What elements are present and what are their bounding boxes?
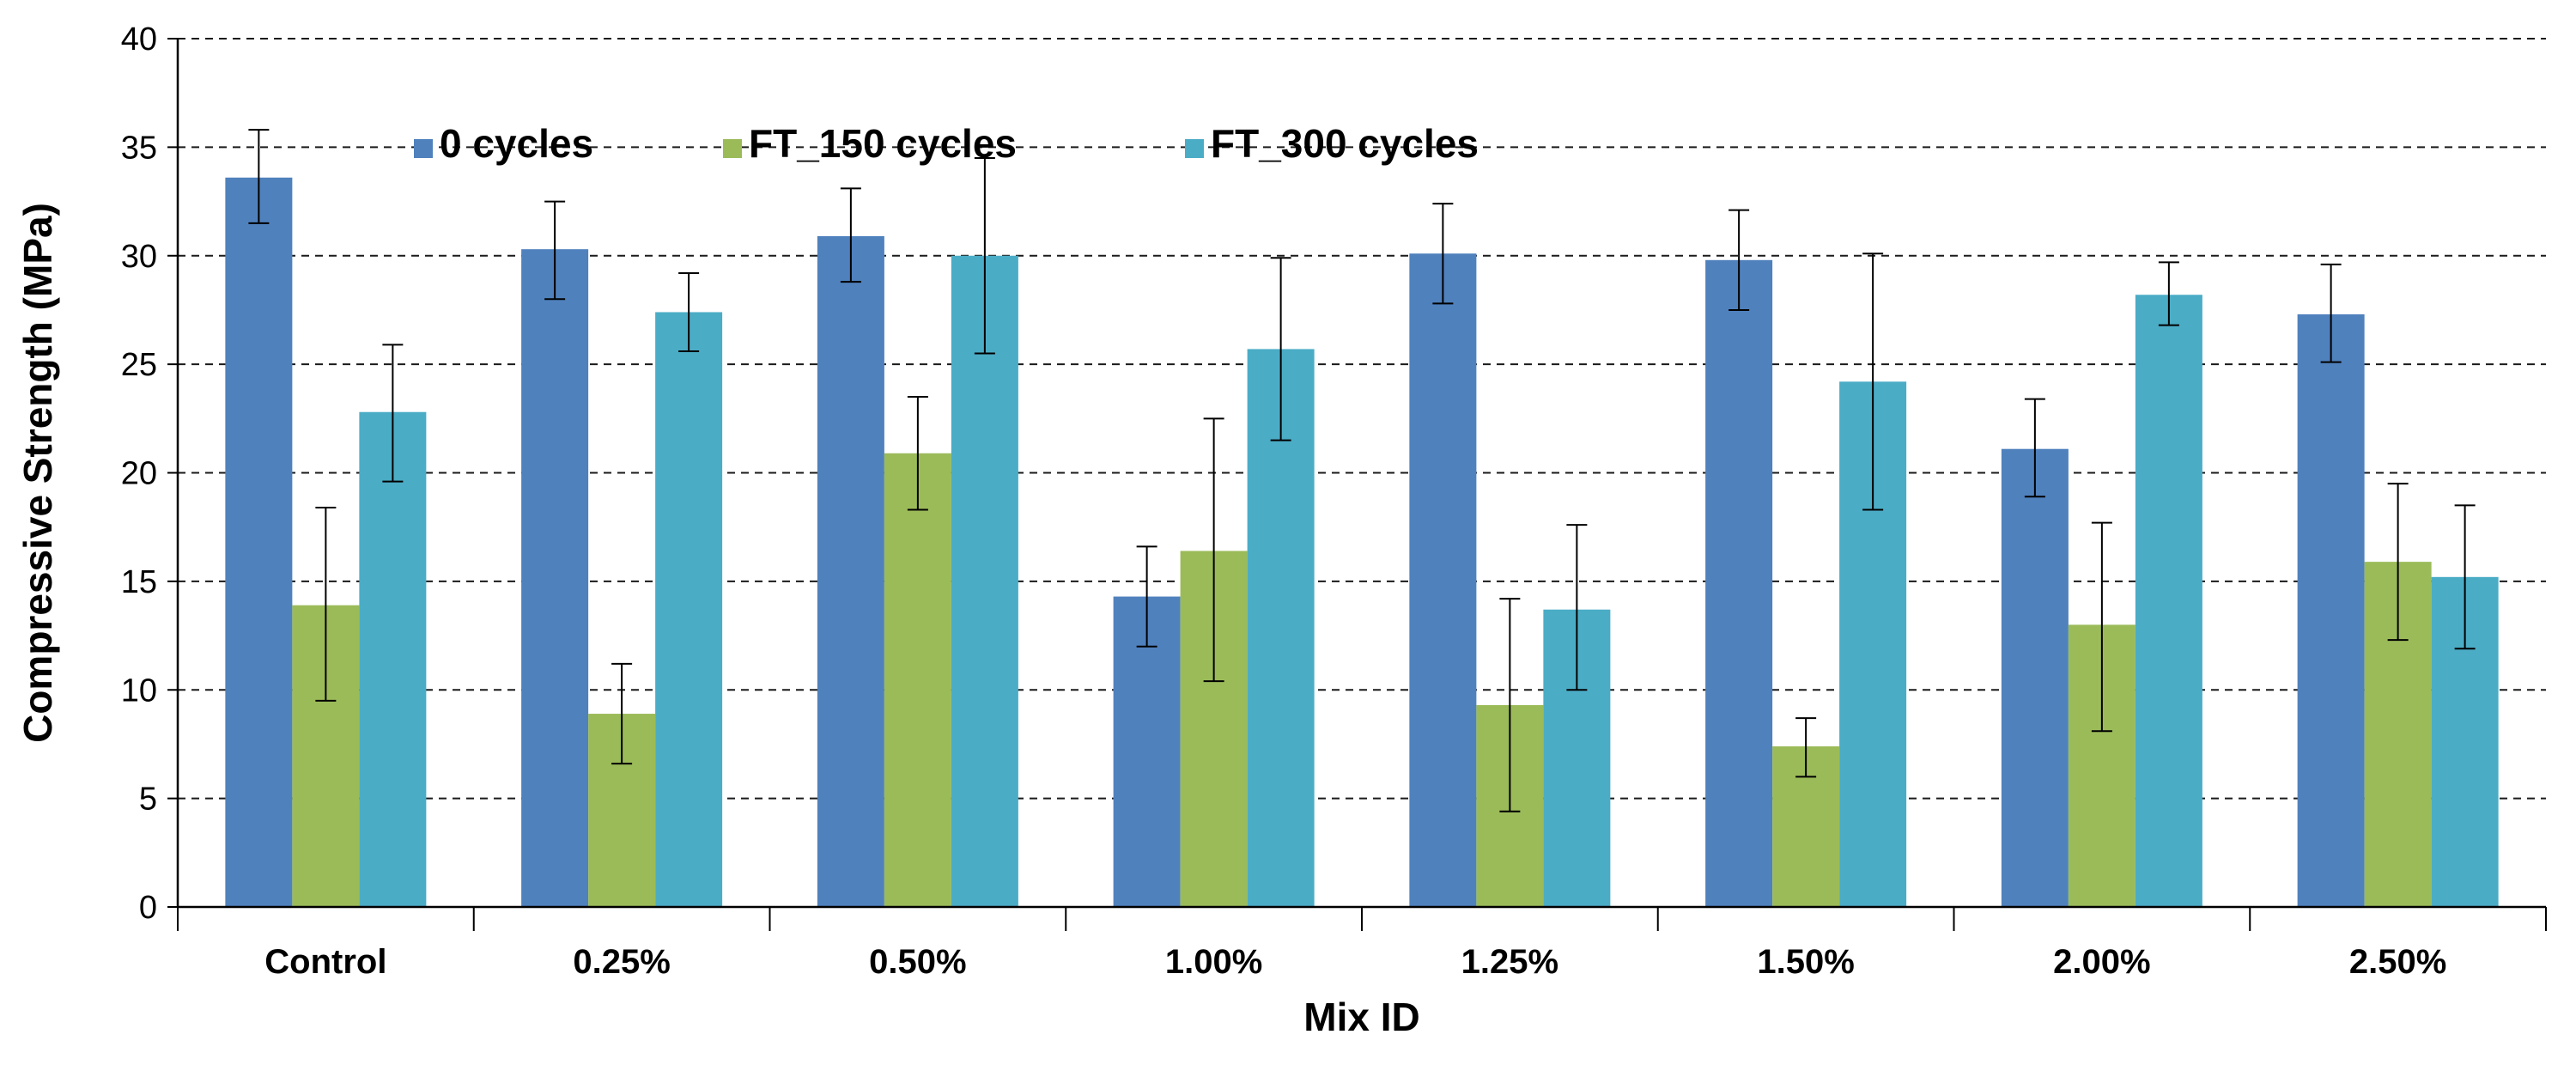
bar [225, 177, 293, 907]
bar [2297, 313, 2365, 907]
axes: 0 5 10 15 20 25 30 35 40 Control 0.25% 0.50% 1.00% 1.… [121, 21, 2547, 981]
y-tick-label: 30 [121, 239, 157, 275]
bar [2135, 295, 2202, 907]
x-tick-label: 1.00% [1165, 943, 1262, 981]
legend-swatch [414, 139, 433, 158]
y-tick-label: 5 [139, 782, 157, 818]
bar [817, 236, 884, 907]
legend: 0 cycles FT_150 cycles FT_300 cycles [414, 121, 1479, 166]
bar [655, 312, 723, 908]
y-tick-label: 0 [139, 890, 157, 926]
bar [884, 453, 951, 907]
x-axis-title: Mix ID [1303, 995, 1419, 1039]
y-tick-label: 20 [121, 456, 157, 492]
x-tick-label: 2.50% [2349, 943, 2446, 981]
legend-label: 0 cycles [440, 121, 593, 166]
bar [1247, 349, 1315, 907]
bar [1113, 596, 1181, 907]
gridlines [178, 38, 2546, 800]
legend-label: FT_150 cycles [749, 121, 1017, 166]
bar [521, 249, 589, 908]
legend-swatch [723, 139, 742, 158]
x-tick-label: 1.50% [1757, 943, 1854, 981]
legend-label: FT_300 cycles [1211, 121, 1479, 166]
legend-swatch [1185, 139, 1204, 158]
x-tick-label: 1.25% [1461, 943, 1558, 981]
x-tick-label: Control [264, 943, 386, 981]
y-tick-label: 15 [121, 564, 157, 600]
bar [2001, 448, 2069, 907]
x-tick-label: 0.50% [869, 943, 966, 981]
bar [951, 255, 1018, 907]
y-tick-label: 10 [121, 672, 157, 709]
bar [1409, 253, 1477, 907]
x-tick-label: 2.00% [2053, 943, 2150, 981]
bar [1705, 259, 1773, 907]
x-tick-label: 0.25% [573, 943, 670, 981]
bars [225, 177, 2499, 908]
bar [359, 411, 427, 908]
y-tick-label: 25 [121, 347, 157, 383]
y-tick-label: 40 [121, 21, 157, 58]
y-axis-title: Compressive Strength (MPa) [15, 203, 60, 743]
y-tick-label: 35 [121, 130, 157, 166]
error-bars [248, 129, 2476, 812]
